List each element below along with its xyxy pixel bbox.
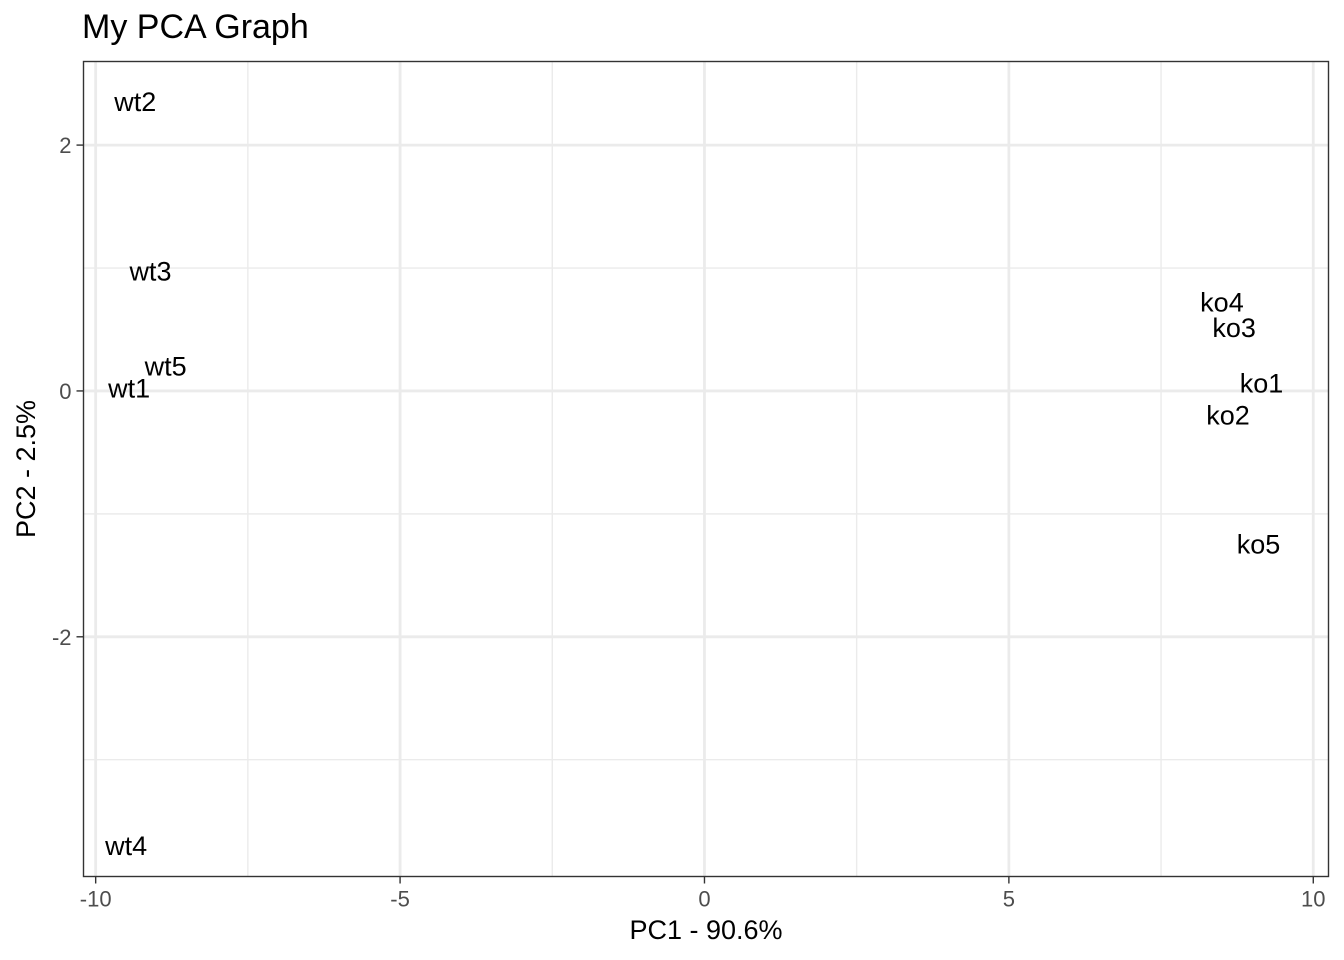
point-label-ko3: ko3 bbox=[1212, 313, 1256, 343]
x-axis-title: PC1 - 90.6% bbox=[629, 915, 782, 945]
x-tick-label: -10 bbox=[80, 887, 112, 912]
y-axis-title: PC2 - 2.5% bbox=[11, 400, 41, 538]
plot-panel bbox=[83, 61, 1329, 877]
point-label-wt1: wt1 bbox=[107, 373, 150, 403]
x-tick-label: -5 bbox=[390, 887, 410, 912]
major-grid bbox=[83, 61, 1329, 877]
x-tick-label: 0 bbox=[698, 887, 710, 912]
point-label-ko5: ko5 bbox=[1237, 530, 1281, 560]
y-tick-label: 2 bbox=[59, 133, 71, 158]
x-axis: -10 -5 0 5 10 bbox=[80, 876, 1326, 912]
point-label-ko4: ko4 bbox=[1200, 287, 1244, 317]
point-label-ko2: ko2 bbox=[1206, 401, 1250, 431]
point-label-ko1: ko1 bbox=[1240, 369, 1284, 399]
y-tick-label: 0 bbox=[59, 379, 71, 404]
y-axis: -2 0 2 bbox=[52, 133, 84, 650]
point-label-wt5: wt5 bbox=[144, 351, 187, 381]
x-tick-label: 5 bbox=[1003, 887, 1015, 912]
chart-title: My PCA Graph bbox=[82, 8, 309, 46]
point-label-wt4: wt4 bbox=[104, 831, 147, 861]
plot-border bbox=[82, 60, 1330, 878]
y-tick-label: -2 bbox=[52, 625, 72, 650]
x-tick-label: 10 bbox=[1301, 887, 1325, 912]
minor-grid bbox=[83, 61, 1329, 877]
point-label-wt3: wt3 bbox=[128, 257, 171, 287]
point-label-wt2: wt2 bbox=[113, 87, 156, 117]
